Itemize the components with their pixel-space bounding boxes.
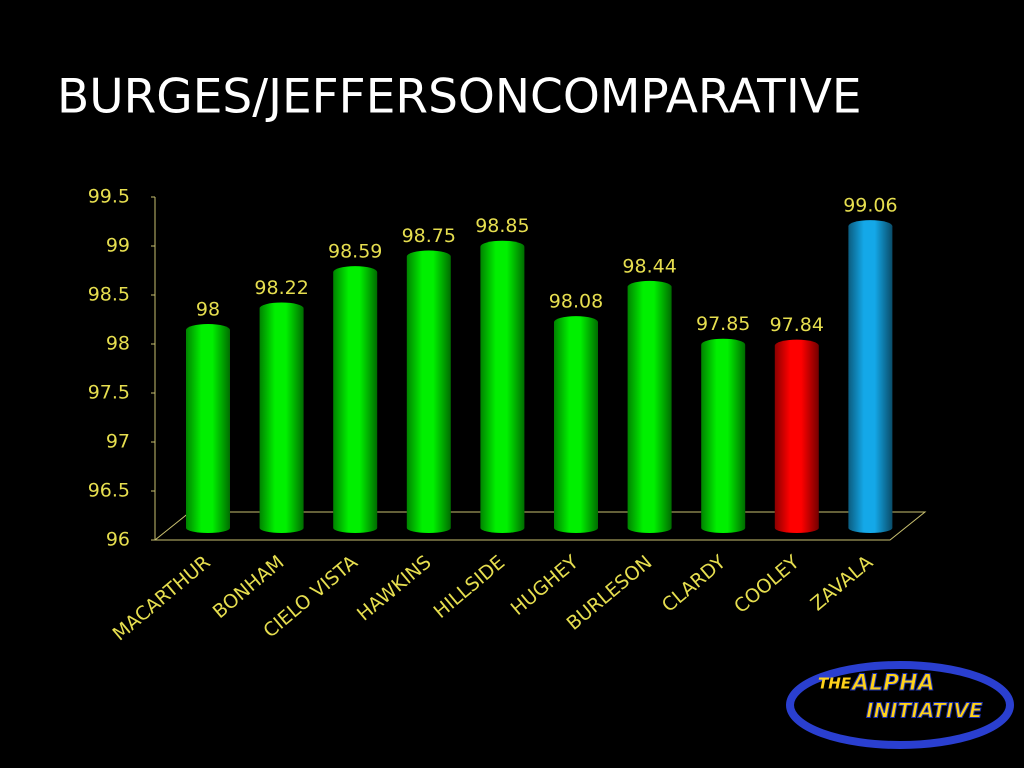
bar bbox=[259, 302, 304, 533]
chart-title: BURGES/JEFFERSONCOMPARATIVE bbox=[57, 70, 862, 125]
y-tick-label: 98 bbox=[106, 333, 130, 355]
bar bbox=[701, 338, 746, 533]
y-tick-label: 97.5 bbox=[88, 382, 130, 404]
value-label: 98.85 bbox=[475, 215, 529, 237]
y-tick-label: 99 bbox=[106, 235, 130, 257]
y-tick-label: 96.5 bbox=[88, 480, 130, 502]
bar bbox=[774, 339, 819, 533]
value-label: 98.22 bbox=[254, 277, 308, 299]
logo: THE ALPHA INITIATIVE bbox=[786, 661, 1014, 749]
y-tick-label: 97 bbox=[106, 431, 130, 453]
y-tick-label: 98.5 bbox=[88, 284, 130, 306]
value-label: 98.75 bbox=[402, 225, 456, 247]
logo-text: ALPHA bbox=[850, 671, 935, 696]
value-label: 97.85 bbox=[696, 313, 750, 335]
value-label: 98.08 bbox=[549, 291, 603, 313]
bar bbox=[627, 280, 672, 533]
bar bbox=[848, 220, 893, 534]
bar bbox=[333, 266, 378, 533]
logo-text: THE bbox=[818, 675, 852, 693]
logo-text: INITIATIVE bbox=[866, 699, 983, 723]
value-label: 98 bbox=[196, 299, 220, 321]
bar bbox=[554, 316, 598, 533]
bar bbox=[480, 240, 525, 533]
value-label: 98.59 bbox=[328, 241, 382, 263]
logo-swoosh bbox=[786, 661, 1014, 749]
value-label: 97.84 bbox=[770, 314, 824, 336]
bar bbox=[406, 250, 451, 533]
floor bbox=[153, 511, 927, 541]
value-label: 99.06 bbox=[843, 195, 897, 217]
y-tick-label: 96 bbox=[106, 529, 130, 551]
bar bbox=[186, 324, 230, 533]
value-label: 98.44 bbox=[622, 255, 676, 277]
y-tick-label: 99.5 bbox=[88, 186, 130, 208]
